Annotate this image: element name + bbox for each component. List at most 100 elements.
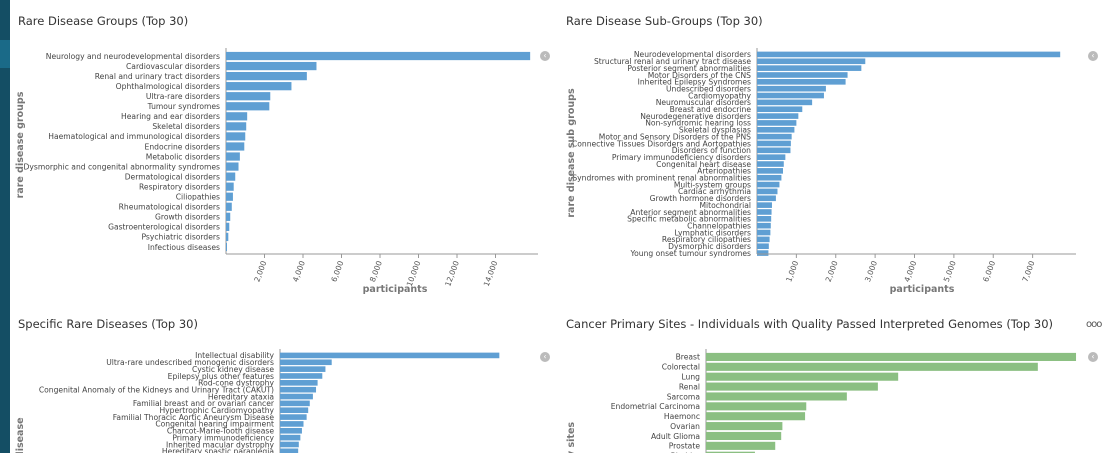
x-tick-label: 4,000 bbox=[291, 259, 307, 283]
left-sidebar bbox=[0, 0, 10, 453]
bar bbox=[757, 168, 783, 174]
bar bbox=[757, 202, 772, 208]
rare-disease-groups-chart: Neurology and neurodevelopmental disorde… bbox=[15, 48, 538, 295]
category-label: Endometrial Carcinoma bbox=[611, 402, 700, 411]
bar bbox=[757, 133, 792, 140]
bar bbox=[226, 242, 227, 252]
bar bbox=[226, 222, 230, 231]
category-label: Congenital hearing impairment bbox=[155, 420, 274, 429]
category-label: Multi-system groups bbox=[674, 180, 751, 189]
category-label: Gastroenterological disorders bbox=[108, 223, 220, 232]
category-label: Lymphatic disorders bbox=[675, 228, 752, 237]
category-label: Inherited macular dystrophy bbox=[166, 440, 274, 449]
category-label: Prostate bbox=[669, 442, 701, 451]
category-label: Familial breast and or ovarian cancer bbox=[133, 399, 275, 408]
more-options-icon[interactable]: ooo bbox=[1086, 319, 1102, 330]
sidebar-active-tab[interactable] bbox=[0, 40, 10, 68]
category-label: Neuromuscular disorders bbox=[656, 98, 751, 107]
bar bbox=[280, 380, 318, 386]
category-label: Ophthalmological disorders bbox=[116, 82, 220, 91]
category-label: Psychiatric disorders bbox=[141, 233, 220, 242]
bar bbox=[757, 181, 780, 188]
bar bbox=[757, 51, 1061, 58]
x-tick-label: 7,000 bbox=[1021, 259, 1037, 283]
category-label: Connective Tissues Disorders and Aortopa… bbox=[572, 139, 751, 148]
x-tick-label: 14,000 bbox=[482, 259, 500, 287]
y-axis-title: rare disease groups bbox=[15, 91, 26, 198]
chart-title-groups: Rare Disease Groups (Top 30) bbox=[18, 14, 189, 28]
x-tick-label: 12,000 bbox=[443, 259, 461, 287]
bar bbox=[226, 82, 292, 91]
category-label: Non-syndromic hearing loss bbox=[645, 119, 751, 128]
collapse-icon[interactable]: ‹ bbox=[540, 51, 550, 61]
bar bbox=[757, 140, 791, 147]
bar bbox=[226, 102, 270, 111]
collapse-icon[interactable]: ‹ bbox=[1088, 51, 1098, 61]
x-tick-label: 4,000 bbox=[902, 259, 918, 283]
category-label: Sarcoma bbox=[667, 392, 700, 401]
category-label: Intellectual disability bbox=[195, 351, 274, 360]
bar bbox=[280, 427, 302, 434]
x-tick-label: 5,000 bbox=[942, 259, 958, 283]
bar bbox=[706, 402, 807, 411]
x-axis-title: participants bbox=[890, 284, 955, 295]
category-label: Ultra-rare disorders bbox=[146, 92, 220, 101]
category-label: Bladder bbox=[671, 452, 701, 453]
bar bbox=[757, 188, 778, 195]
y-axis-title: ary sites bbox=[566, 422, 577, 453]
category-label: Cardiac arrhythmia bbox=[678, 187, 751, 196]
category-label: Charcot-Marie-Tooth disease bbox=[167, 427, 274, 436]
bar bbox=[280, 373, 323, 379]
category-label: Primary immunodeficiency bbox=[172, 433, 274, 442]
category-label: Rheumatological disorders bbox=[119, 203, 220, 212]
category-label: Tumour syndromes bbox=[147, 102, 220, 111]
category-label: Young onset tumour syndromes bbox=[629, 249, 751, 258]
x-tick-label: 3,000 bbox=[863, 259, 879, 283]
category-label: Dermatological disorders bbox=[125, 172, 220, 181]
x-tick-label: 2,000 bbox=[252, 259, 268, 283]
bar bbox=[757, 229, 771, 236]
bar bbox=[226, 51, 531, 61]
chart-title-specific: Specific Rare Diseases (Top 30) bbox=[18, 317, 198, 331]
category-label: Skeletal disorders bbox=[152, 122, 220, 131]
category-label: Infectious diseases bbox=[148, 243, 220, 252]
category-label: Adult Glioma bbox=[651, 432, 700, 441]
bar bbox=[706, 431, 782, 441]
bar bbox=[757, 99, 813, 106]
bar bbox=[226, 112, 248, 121]
bar bbox=[757, 120, 797, 126]
bar bbox=[757, 222, 771, 229]
bar bbox=[226, 142, 245, 151]
category-label: Familial Thoracic Aortic Aneurysm Diseas… bbox=[113, 413, 275, 422]
collapse-icon[interactable]: ‹ bbox=[1088, 352, 1098, 362]
category-label: Ovarian bbox=[670, 422, 700, 431]
bar bbox=[226, 172, 236, 181]
bar bbox=[226, 132, 246, 141]
category-label: Cardiovascular disorders bbox=[126, 62, 220, 71]
category-label: Metabolic disorders bbox=[146, 152, 220, 161]
x-tick-label: 6,000 bbox=[329, 259, 345, 283]
bar bbox=[706, 352, 1077, 361]
bar bbox=[280, 414, 307, 420]
bar bbox=[280, 448, 299, 453]
category-label: Congenital Anomaly of the Kidneys and Ur… bbox=[39, 385, 274, 394]
category-label: Breast and endocrine bbox=[670, 105, 752, 114]
x-tick-label: 2,000 bbox=[824, 259, 840, 283]
category-label: Inherited Epilepsy Syndromes bbox=[638, 78, 751, 87]
category-label: Hearing and ear disorders bbox=[121, 112, 220, 121]
category-label: Channelopathies bbox=[687, 221, 751, 230]
collapse-icon[interactable]: ‹ bbox=[540, 352, 550, 362]
category-label: Undescribed disorders bbox=[666, 84, 751, 93]
category-label: Hereditary ataxia bbox=[208, 392, 274, 401]
bar bbox=[757, 236, 770, 243]
bar bbox=[706, 451, 755, 453]
category-label: Epilepsy plus other features bbox=[168, 372, 274, 381]
bar bbox=[757, 250, 769, 256]
bar bbox=[757, 195, 776, 202]
bar bbox=[226, 202, 232, 211]
cancer-primary-sites-chart: BreastColorectalLungRenalSarcomaEndometr… bbox=[566, 349, 1077, 453]
x-axis-title: participants bbox=[363, 284, 428, 295]
category-label: Motor and Sensory Disorders of the PNS bbox=[599, 132, 751, 141]
category-label: Hereditary spastic paraplegia bbox=[162, 447, 274, 453]
